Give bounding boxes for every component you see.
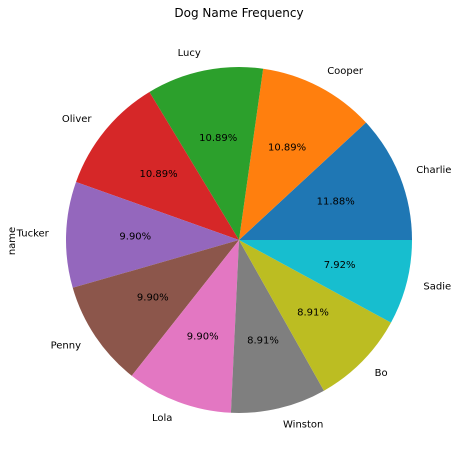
slice-percent-lucy: 10.89% bbox=[199, 133, 237, 144]
slice-percent-tucker: 9.90% bbox=[119, 231, 151, 242]
slice-label-bo: Bo bbox=[375, 368, 388, 379]
chart-title: Dog Name Frequency bbox=[174, 6, 303, 20]
slice-label-sadie: Sadie bbox=[423, 281, 451, 292]
slice-label-lucy: Lucy bbox=[178, 48, 201, 59]
slice-label-winston: Winston bbox=[283, 420, 323, 431]
slice-label-lola: Lola bbox=[152, 413, 172, 424]
slice-label-penny: Penny bbox=[51, 341, 82, 352]
slice-percent-lola: 9.90% bbox=[187, 332, 219, 343]
slice-label-charlie: Charlie bbox=[416, 165, 451, 176]
pie-slices bbox=[66, 67, 412, 413]
slice-percent-cooper: 10.89% bbox=[268, 143, 306, 154]
slice-percent-winston: 8.91% bbox=[247, 336, 279, 347]
slice-percent-sadie: 7.92% bbox=[324, 260, 356, 271]
slice-label-cooper: Cooper bbox=[327, 66, 364, 77]
slice-label-tucker: Tucker bbox=[16, 229, 50, 240]
slice-label-oliver: Oliver bbox=[62, 114, 92, 125]
slice-percent-penny: 9.90% bbox=[137, 292, 169, 303]
slice-percent-oliver: 10.89% bbox=[140, 169, 178, 180]
slice-percent-charlie: 11.88% bbox=[317, 197, 355, 208]
slice-percent-bo: 8.91% bbox=[297, 307, 329, 318]
